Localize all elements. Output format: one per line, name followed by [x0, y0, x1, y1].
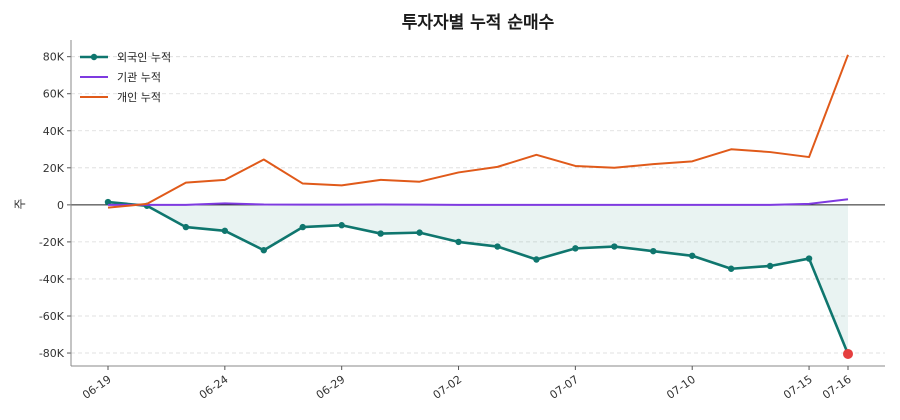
x-tick-label: 06-19 [80, 373, 114, 402]
data-point [221, 227, 229, 234]
y-tick-label: 40K [43, 125, 65, 138]
series [104, 54, 853, 359]
data-point [805, 255, 813, 262]
data-point [689, 252, 696, 259]
data-point [455, 238, 462, 246]
highlight-point [843, 348, 853, 359]
x-tick-label: 07-10 [664, 373, 698, 402]
data-point [299, 223, 306, 231]
data-point [416, 229, 423, 236]
x-tick-label: 07-16 [820, 373, 854, 402]
data-point [611, 243, 618, 250]
data-point [650, 247, 657, 255]
series-line [107, 200, 850, 355]
series-area [108, 202, 848, 354]
data-point [572, 245, 579, 252]
legend-marker [90, 53, 98, 61]
data-point [338, 222, 345, 229]
y-tick-label: 0 [57, 199, 64, 212]
grid [71, 56, 885, 354]
axes [67, 40, 885, 370]
chart-title: 투자자별 누적 순매수 [402, 13, 555, 33]
y-tick-label: 20K [43, 162, 65, 175]
x-tick-label: 06-24 [197, 373, 231, 402]
data-point [104, 198, 112, 206]
data-point [494, 243, 501, 250]
y-tick-label: -20K [39, 236, 65, 249]
x-tick-label: 07-02 [431, 373, 465, 402]
data-point [766, 262, 774, 270]
y-tick-label: 60K [43, 88, 65, 101]
series-line [107, 54, 849, 209]
y-tick-label: -80K [39, 347, 65, 360]
data-point [377, 230, 384, 237]
y-tick-label: -40K [39, 273, 65, 286]
data-point [182, 223, 190, 231]
x-tick-label: 07-15 [781, 373, 815, 402]
x-tick-label: 07-07 [547, 373, 581, 402]
legend-label: 개인 누적 [117, 91, 161, 104]
y-tick-label: 80K [43, 51, 65, 64]
area-fill [108, 202, 848, 354]
legend-label: 기관 누적 [117, 71, 161, 84]
legend-label: 외국인 누적 [117, 51, 171, 64]
data-point [533, 256, 540, 263]
x-tick-label: 06-29 [314, 373, 348, 402]
series-line [108, 198, 849, 206]
data-point [260, 247, 267, 254]
data-point [727, 265, 735, 272]
y-axis-label: 주 [13, 198, 27, 209]
y-tick-label: -60K [39, 310, 65, 323]
